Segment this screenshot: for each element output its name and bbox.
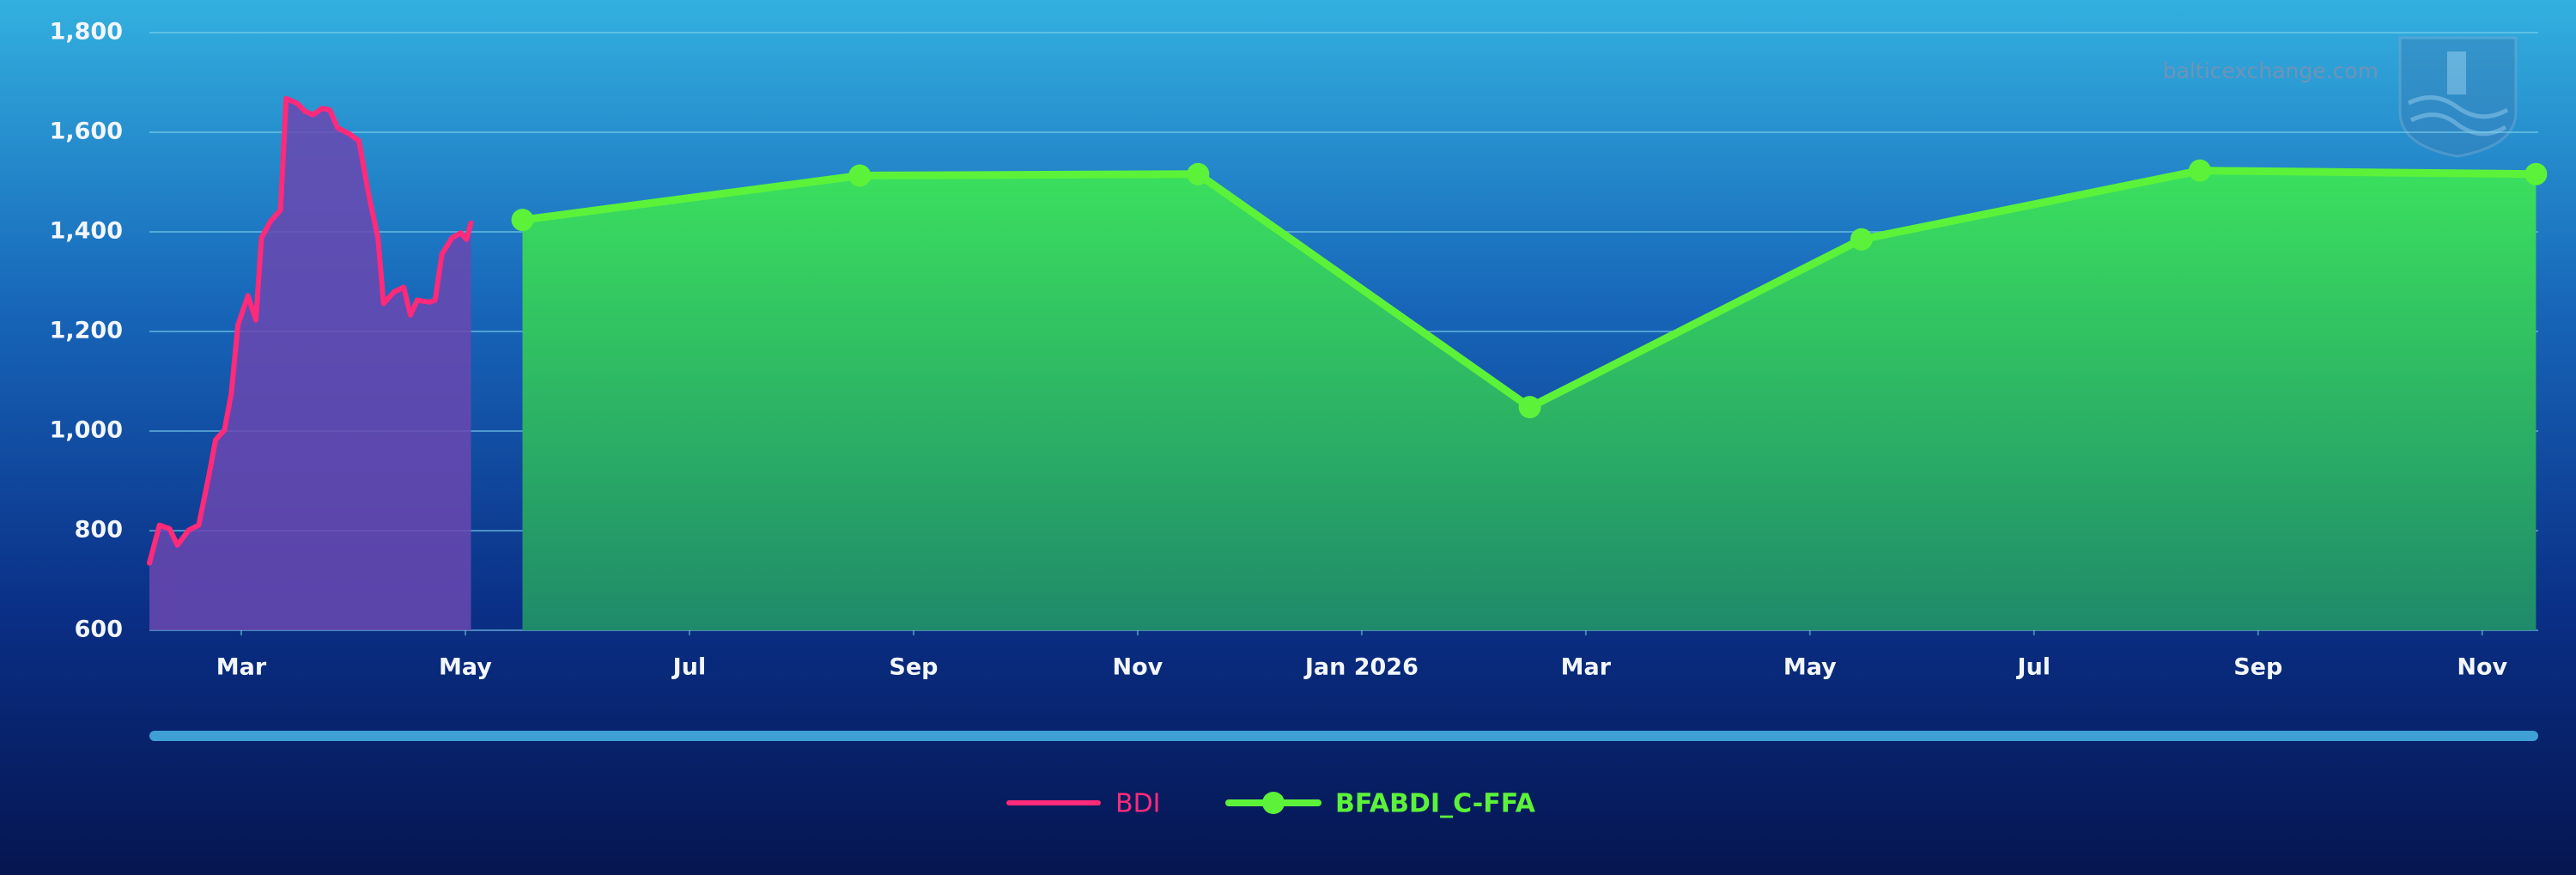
y-tick-label: 600	[75, 617, 123, 643]
scrollbar[interactable]	[149, 731, 2538, 741]
x-tick-label: Nov	[1113, 654, 1163, 681]
area	[149, 98, 471, 631]
x-tick-label: Mar	[216, 654, 267, 681]
plot	[147, 95, 2548, 631]
point	[1187, 162, 1210, 185]
line	[147, 95, 474, 566]
point	[1850, 228, 1873, 251]
legend-label: BDI	[1115, 789, 1161, 819]
area	[522, 170, 2537, 630]
legend-label: BFABDI_C-FFA	[1335, 789, 1536, 819]
x-tick-label: Nov	[2457, 654, 2507, 681]
point	[2188, 159, 2211, 182]
point	[511, 209, 534, 232]
logo	[2398, 36, 2518, 158]
point	[1518, 396, 1541, 419]
x-tick-label: May	[439, 654, 492, 681]
x-tick-label: Sep	[2233, 654, 2282, 681]
x-tick-label: May	[1783, 654, 1837, 681]
y-tick-label: 1,000	[50, 417, 123, 444]
y-tick-label: 1,200	[50, 318, 123, 344]
y-tick-label: 1,600	[50, 118, 123, 145]
x-tick-label: Jan 2026	[1303, 654, 1419, 681]
x-tick-label: Mar	[1561, 654, 1612, 681]
y-tick-label: 1,800	[50, 19, 123, 46]
x-tick-label: Jul	[2016, 654, 2051, 681]
point	[2524, 162, 2548, 185]
axes: 600 800 1,000 1,200 1,400 1,600 1,800 Mar May Jul…	[50, 19, 2508, 681]
point	[848, 164, 872, 187]
y-tick-label: 1,400	[50, 218, 123, 245]
x-tick-label: Sep	[889, 654, 938, 681]
x-tick-label: Jul	[671, 654, 707, 681]
legend-marker	[1262, 792, 1285, 814]
y-tick-label: 800	[75, 517, 123, 544]
legend: BDI BFABDI_C-FFA	[1006, 789, 1536, 819]
watermark: balticexchange.com	[2163, 58, 2379, 83]
